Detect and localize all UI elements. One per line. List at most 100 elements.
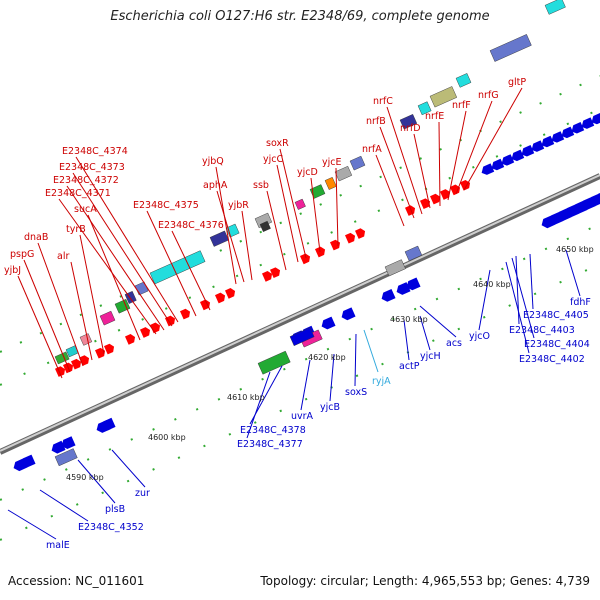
reverse-gene-arrow <box>341 307 356 321</box>
forward-gene-arrow <box>439 189 451 200</box>
forward-gene-arrow <box>200 299 211 311</box>
forward-gene-arrow <box>450 184 461 196</box>
reverse-gene-arrow <box>571 122 585 134</box>
reverse-gene-arrow <box>541 135 555 148</box>
forward-gene-arrow <box>344 232 356 244</box>
label-leader-line <box>77 459 116 504</box>
forward-gene-arrow <box>214 292 226 304</box>
forward-gene-label: nrfC <box>373 96 393 107</box>
label-leaders <box>7 87 581 540</box>
scale-tick-label: 4600 kbp <box>148 433 186 442</box>
label-leader-line <box>58 198 157 335</box>
reverse-gene-label: yjcO <box>469 331 490 342</box>
forward-gene-arrow <box>314 246 326 258</box>
feature-box <box>259 220 271 232</box>
forward-gene-track <box>54 179 471 377</box>
reverse-gene-arrow <box>396 282 411 295</box>
forward-gene-label: dnaB <box>24 232 48 243</box>
label-leader-line <box>565 249 581 297</box>
label-leader-line <box>39 489 89 522</box>
label-leader-line <box>171 230 211 311</box>
reverse-gene-label: E2348C_4378 <box>240 425 306 436</box>
forward-gene-label: E2348C_4371 <box>45 188 111 199</box>
forward-gene-label: nrfG <box>478 90 499 101</box>
reverse-gene-label: E2348C_4403 <box>509 325 575 336</box>
reverse-gene-label: E2348C_4377 <box>237 439 303 450</box>
label-leader-line <box>70 261 93 361</box>
label-leader-line <box>79 234 105 355</box>
genome-backbone <box>0 75 600 541</box>
reverse-gene-label: E2348C_4352 <box>78 522 144 533</box>
reverse-gene-label: zur <box>135 488 150 499</box>
label-leader-line <box>111 449 146 488</box>
reverse-gene-arrow <box>101 417 116 431</box>
feature-box <box>99 310 116 326</box>
label-leader-line <box>511 257 535 339</box>
label-leader-line <box>300 359 311 411</box>
reverse-gene-arrow <box>481 163 495 175</box>
forward-gene-label: nrfE <box>425 111 444 122</box>
reverse-gene-arrow <box>581 117 595 129</box>
feature-box <box>54 448 78 467</box>
reverse-gene-label: E2348C_4402 <box>519 354 585 365</box>
forward-gene-label: pspG <box>10 249 34 260</box>
forward-gene-arrow <box>95 347 106 359</box>
label-leader-line <box>463 87 523 191</box>
feature-box <box>544 0 566 15</box>
label-leader-line <box>249 365 283 425</box>
label-leader-line <box>375 154 405 227</box>
forward-gene-label: gltP <box>508 77 526 88</box>
forward-gene-label: nrfF <box>452 100 471 111</box>
rna-gene-label: ryjA <box>372 376 391 387</box>
label-leader-line <box>266 190 287 271</box>
reverse-gene-arrow <box>551 131 565 143</box>
forward-gene-arrow <box>460 179 471 191</box>
label-leader-line <box>246 371 271 439</box>
forward-gene-arrow <box>225 288 236 299</box>
feature-box <box>309 184 326 199</box>
forward-gene-label: nrfB <box>366 116 386 127</box>
reverse-gene-label: E2348C_4405 <box>523 310 589 321</box>
scale-tick-label: 4620 kbp <box>308 353 346 362</box>
label-leader-line <box>505 261 530 354</box>
feature-boxes <box>54 0 566 467</box>
feature-box <box>149 250 206 285</box>
reverse-gene-label: actP <box>399 361 420 372</box>
forward-gene-arrow <box>179 308 191 320</box>
label-leader-line <box>447 110 467 201</box>
reverse-gene-label: acs <box>446 338 462 349</box>
reverse-gene-arrow <box>561 126 575 139</box>
forward-gene-label: yjcC <box>263 154 283 165</box>
label-leader-line <box>438 121 441 207</box>
reverse-gene-arrow <box>511 149 525 162</box>
reverse-gene-label: uvrA <box>291 411 314 422</box>
feature-box <box>349 155 366 171</box>
feature-box <box>384 259 406 277</box>
reverse-gene-arrow <box>406 277 421 291</box>
reverse-gene-label: E2348C_4404 <box>524 339 590 350</box>
forward-gene-label: sucA <box>74 204 97 215</box>
label-leader-line <box>310 177 321 253</box>
reverse-gene-arrow <box>491 158 505 171</box>
accession-text: Accession: NC_011601 <box>8 574 145 588</box>
forward-gene-label: alr <box>57 251 69 262</box>
label-leader-line <box>354 333 357 387</box>
feature-box <box>399 114 418 130</box>
feature-box <box>134 281 149 296</box>
scale-tick-label: 4650 kbp <box>556 245 594 254</box>
forward-gene-arrow <box>54 366 66 377</box>
forward-gene-arrow <box>330 239 341 251</box>
reverse-gene-label: soxS <box>345 387 367 398</box>
label-leader-line <box>87 214 141 341</box>
forward-gene-label: tyrB <box>66 224 86 235</box>
forward-gene-arrow <box>71 358 82 370</box>
reverse-gene-arrow <box>591 112 600 125</box>
feature-box <box>54 351 70 365</box>
forward-gene-label: yjbR <box>228 200 249 211</box>
forward-gene-label: yjcD <box>297 167 318 178</box>
forward-gene-arrow <box>270 267 281 279</box>
label-leader-line <box>335 167 339 247</box>
label-leader-line <box>72 172 173 327</box>
genome-summary: Topology: circular; Length: 4,965,553 bp… <box>260 574 590 588</box>
label-leader-line <box>403 319 410 361</box>
